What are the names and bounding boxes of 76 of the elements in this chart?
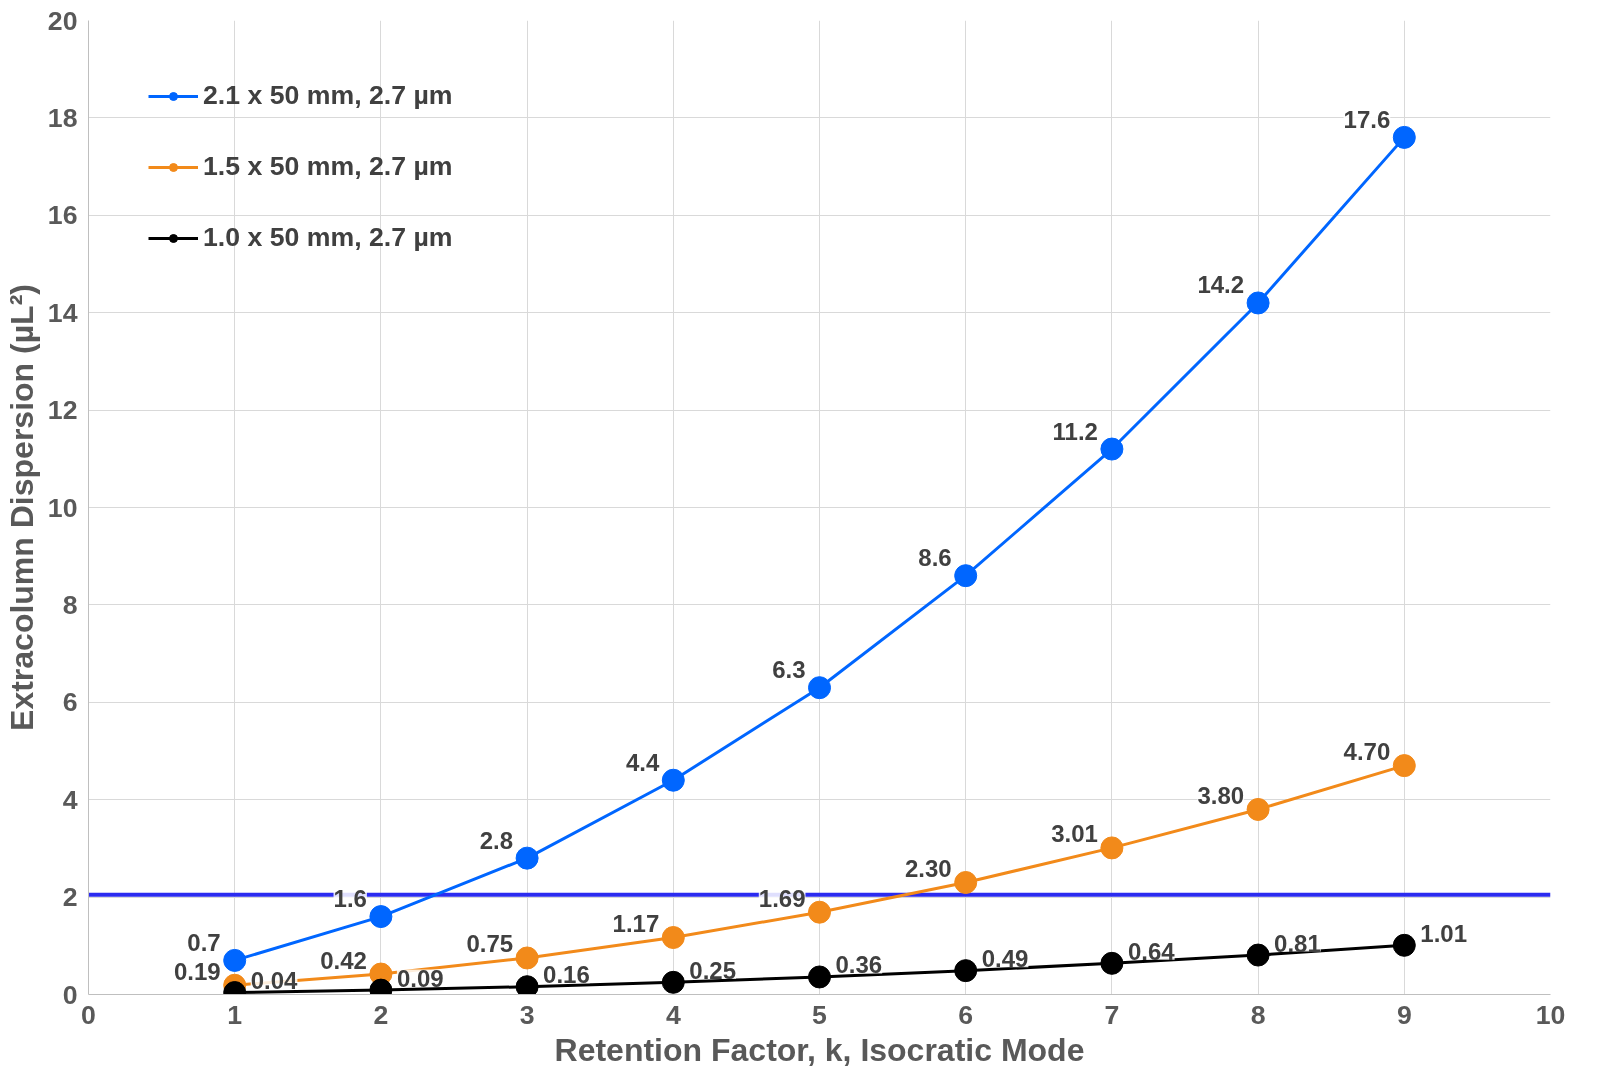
point [808,965,831,989]
y-tick-label: 12 [47,395,78,426]
y-tick-label: 6 [62,687,78,718]
data-label: 6.3 [772,656,806,684]
y-tick-label: 2 [62,882,78,913]
x-tick-label: 5 [812,999,828,1030]
point [515,946,539,970]
data-label: 8.6 [918,544,952,572]
x-tick-label: 3 [519,999,535,1030]
data-label: 3.80 [1197,781,1245,809]
data-label: 0.16 [543,961,590,989]
point [515,975,539,995]
data-label: 0.64 [1127,937,1176,965]
x-tick-label: 1 [227,999,243,1030]
point [1246,797,1270,821]
data-label: 0.7 [187,928,221,956]
point [1246,291,1270,315]
y-tick-label: 16 [47,200,78,231]
data-label: 17.6 [1343,105,1391,133]
point [954,564,978,588]
y-tick-label: 8 [62,589,78,620]
y-tick-label: 4 [62,784,78,815]
data-label: 1.17 [612,910,660,938]
point [954,871,978,894]
y-tick-label: 20 [47,5,78,36]
x-tick-label: 8 [1250,999,1266,1030]
data-label: 0.36 [835,951,883,979]
y-tick-label: 18 [47,102,78,133]
x-tick-label: 2 [373,999,389,1030]
legend-label: 2.1 x 50 mm, 2.7 µm [203,80,453,111]
data-label: 0.19 [173,957,221,985]
data-label: 0.81 [1274,929,1321,957]
data-label: 1.6 [333,885,367,913]
data-label: 11.2 [1052,417,1098,445]
data-label: 0.09 [396,964,444,992]
data-label: 3.01 [1051,820,1098,848]
x-axis-title: Retention Factor, k, Isocratic Mode [554,1031,1085,1068]
point [661,970,685,994]
point [515,846,539,870]
data-label: 2.8 [479,826,514,854]
x-tick-label: 4 [665,999,681,1030]
point [1392,933,1416,957]
y-tick-label: 14 [47,297,78,328]
data-label: 0.25 [689,956,737,984]
point [808,676,831,700]
point [369,905,393,929]
y-tick-label: 0 [62,979,78,1010]
data-label: 14.2 [1197,271,1245,299]
data-label: 1.01 [1420,919,1468,947]
data-label: 0.04 [250,967,299,995]
point [1392,125,1416,149]
x-tick-label: 10 [1535,999,1566,1030]
point [1100,437,1124,461]
point [1246,943,1270,967]
y-axis-title: Extracolumn Dispersion (µL²) [3,284,40,731]
point [1100,951,1124,975]
data-label: 4.70 [1343,738,1391,766]
point [661,926,685,949]
point [954,959,978,983]
y-tick-label: 10 [47,492,78,523]
x-tick-label: 9 [1396,999,1412,1030]
x-tick-label: 6 [958,999,974,1030]
data-label: 1.69 [758,884,806,912]
legend-label: 1.0 x 50 mm, 2.7 µm [203,222,453,253]
data-label: 4.4 [625,748,660,776]
data-label: 0.75 [466,930,514,958]
data-label: 2.30 [904,854,952,882]
point [1100,836,1124,860]
x-tick-label: 7 [1104,999,1120,1030]
legend-label: 1.5 x 50 mm, 2.7 µm [203,151,453,182]
data-label: 0.49 [981,945,1029,973]
point [1392,754,1416,778]
point [223,948,247,972]
point [661,768,685,792]
point [808,900,831,924]
data-label: 0.42 [320,946,367,974]
